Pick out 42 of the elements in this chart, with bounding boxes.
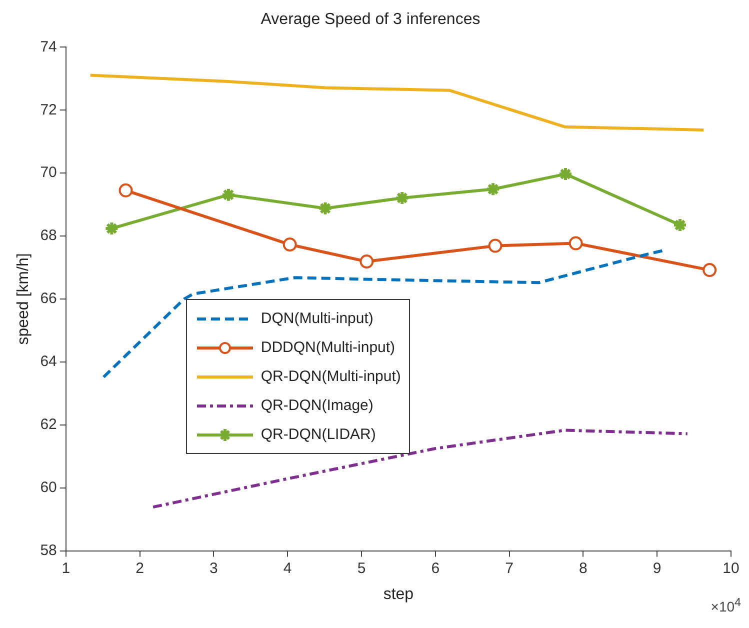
x-tick-label: 4 xyxy=(283,560,292,577)
y-tick-label: 62 xyxy=(40,416,57,434)
legend-label: QR-DQN(Image) xyxy=(260,397,374,414)
x-tick-label: 9 xyxy=(652,560,662,577)
x-tick-label: 5 xyxy=(357,560,366,577)
point xyxy=(702,263,717,278)
y-tick-label: 58 xyxy=(40,542,57,559)
point xyxy=(318,200,333,216)
y-tick-label: 66 xyxy=(40,290,57,308)
x-tick-label: 1 xyxy=(62,560,70,577)
legend-label: DDDQN(Multi-input) xyxy=(260,339,396,356)
point xyxy=(486,182,501,197)
x-tick-label: 7 xyxy=(505,560,514,577)
point xyxy=(394,190,410,206)
text: ×10$^{4}$ xyxy=(710,596,741,615)
legend-label: DQN(Multi-input) xyxy=(260,310,374,327)
point xyxy=(118,183,133,198)
y-tick-label: 72 xyxy=(40,101,57,118)
legend-label: QR-DQN(LIDAR) xyxy=(260,426,376,443)
point xyxy=(558,166,573,182)
x-tick-label: 2 xyxy=(136,560,144,577)
x-tick-label: 6 xyxy=(431,560,440,577)
x-tick-label: 8 xyxy=(579,560,588,577)
line-series xyxy=(152,428,689,509)
y-tick-label: 68 xyxy=(40,227,57,244)
y-axis-title: speed [km/h] xyxy=(15,253,32,345)
y-tick-label: 74 xyxy=(40,38,57,56)
point xyxy=(672,218,688,233)
x-axis-title: step xyxy=(383,586,414,603)
point xyxy=(104,220,120,236)
x-tick-label: 10 xyxy=(722,560,740,577)
legend-label: QR-DQN(Multi-input) xyxy=(260,368,401,385)
point xyxy=(360,254,374,269)
y-tick-label: 64 xyxy=(40,353,57,370)
point xyxy=(282,238,297,252)
point xyxy=(488,238,502,253)
y-tick-label: 70 xyxy=(40,164,57,182)
x-tick-label: 3 xyxy=(210,560,218,577)
point xyxy=(220,187,236,202)
y-tick-label: 60 xyxy=(40,478,57,496)
point xyxy=(568,236,583,250)
chart-title: Average Speed of 3 inferences xyxy=(260,11,480,28)
